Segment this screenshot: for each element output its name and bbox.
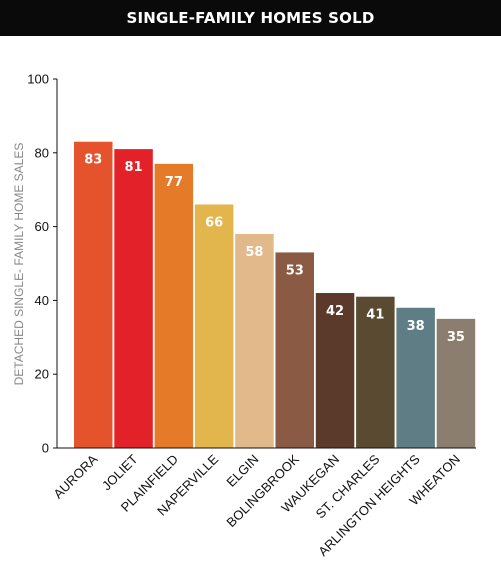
bar-value-label: 58	[245, 245, 263, 260]
bar	[114, 149, 153, 449]
bars-group	[74, 141, 476, 449]
bar	[74, 141, 113, 449]
bar	[315, 293, 355, 448]
category-label: AURORA	[50, 451, 100, 501]
category-label: ELGIN	[223, 452, 261, 490]
y-tick-label: 100	[27, 72, 49, 87]
value-labels: 83 81 77 66 58 53 42 41 38 35	[84, 153, 465, 345]
y-tick-label: 0	[42, 441, 49, 456]
bar	[356, 296, 395, 448]
y-axis-label: DETACHED SINGLE- FAMILY HOME SALES	[12, 143, 26, 386]
bar	[235, 233, 274, 448]
bar-value-label: 53	[286, 263, 304, 278]
bar	[436, 318, 476, 448]
bar-value-label: 81	[125, 160, 143, 175]
y-tick-label: 20	[35, 367, 49, 382]
bar-value-label: 38	[407, 319, 425, 334]
bar-value-label: 66	[205, 215, 223, 230]
chart-title: SINGLE-FAMILY HOMES SOLD	[0, 0, 501, 36]
y-axis-ticks: 0 20 40 60 80 100	[27, 72, 57, 456]
bar	[194, 204, 234, 448]
y-tick-label: 80	[35, 145, 49, 160]
y-tick-label: 40	[35, 293, 49, 308]
category-label: BOLINGBROOK	[223, 451, 302, 530]
bar	[154, 163, 194, 448]
bar-value-label: 42	[326, 304, 344, 319]
bar-value-label: 41	[366, 308, 384, 323]
y-tick-label: 60	[35, 219, 49, 234]
bar-value-label: 83	[84, 153, 102, 168]
bar	[275, 252, 314, 448]
bar	[396, 307, 435, 448]
bar-value-label: 77	[165, 175, 183, 190]
bar-value-label: 35	[447, 330, 465, 345]
